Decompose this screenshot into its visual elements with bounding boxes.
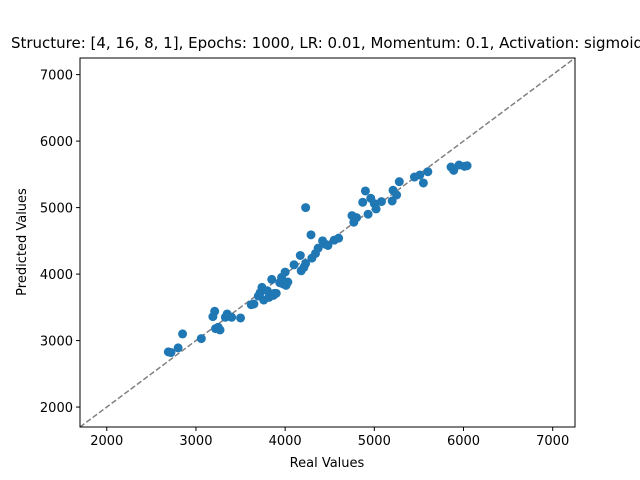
data-point [392,190,402,200]
x-tick-label: 3000 [179,434,212,449]
data-point [351,213,361,223]
data-point [415,170,425,180]
data-point [283,277,293,287]
x-axis-label: Real Values [290,456,365,471]
chart-title: Structure: [4, 16, 8, 1], Epochs: 1000, … [11,34,640,52]
y-axis-ticks: 2000 3000 4000 5000 6000 7000 [40,69,80,416]
x-tick-label: 7000 [536,434,569,449]
x-tick-label: 4000 [269,434,302,449]
data-point [178,329,188,339]
data-point [323,240,333,250]
data-point [227,312,237,322]
plot-content [80,58,575,427]
data-point [306,230,316,240]
data-point [363,209,373,219]
data-point [334,233,344,243]
y-tick-label: 5000 [40,202,73,217]
data-point [215,325,225,335]
x-axis-ticks: 2000 3000 4000 5000 6000 7000 [90,427,569,449]
data-point [301,203,311,213]
y-tick-label: 7000 [40,69,73,84]
data-point [173,343,183,353]
data-point [295,250,305,260]
data-point [267,274,277,284]
y-tick-label: 3000 [40,335,73,350]
x-tick-label: 6000 [447,434,480,449]
data-point [423,167,433,177]
x-tick-label: 5000 [358,434,391,449]
data-point [360,186,370,196]
data-point [196,334,206,344]
y-tick-label: 2000 [40,401,73,416]
plot-frame [79,57,576,428]
x-tick-label: 2000 [90,434,123,449]
data-point [289,260,299,270]
data-point [236,313,246,323]
y-tick-label: 6000 [40,135,73,150]
data-point [371,204,381,214]
data-point [376,197,386,207]
data-point [271,288,281,298]
y-tick-label: 4000 [40,268,73,283]
data-point [301,258,311,268]
data-point [210,306,220,316]
data-point [280,267,290,277]
data-point [313,243,323,253]
data-point [249,299,259,309]
data-point [462,161,472,171]
data-point [358,197,368,207]
data-point [394,177,404,187]
data-points [163,160,472,358]
y-axis-label: Predicted Values [15,188,30,296]
data-point [166,348,176,358]
data-point [418,178,428,188]
